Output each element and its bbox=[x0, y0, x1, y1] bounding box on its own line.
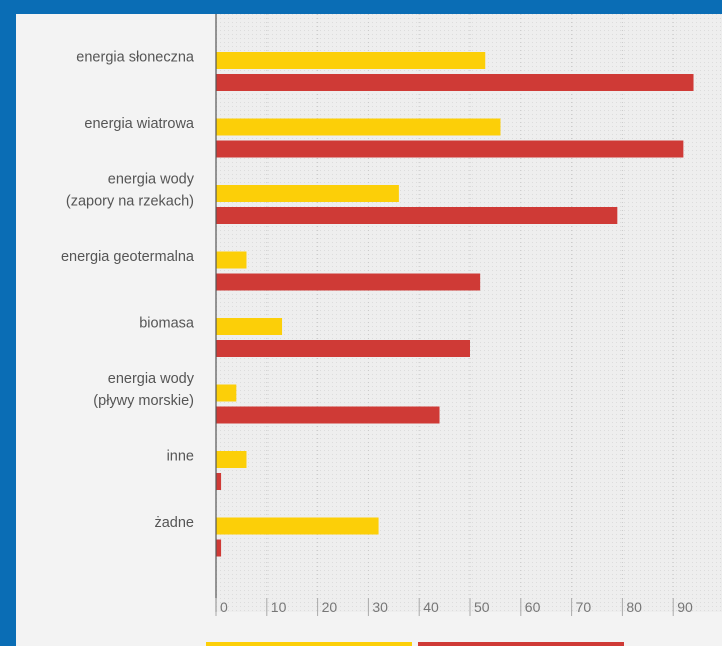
x-tick-label: 30 bbox=[372, 599, 388, 615]
bar-red-3 bbox=[216, 273, 481, 291]
category-label: inne bbox=[167, 449, 194, 465]
x-tick-label: 70 bbox=[576, 599, 592, 615]
bar-yellow-0 bbox=[216, 52, 486, 69]
legend-swatch-yellow bbox=[206, 642, 412, 646]
category-label: energia słoneczna bbox=[76, 50, 195, 66]
bar-yellow-1 bbox=[216, 118, 501, 136]
x-tick-label: 10 bbox=[271, 599, 287, 615]
bar-yellow-6 bbox=[216, 451, 247, 468]
plot-area bbox=[216, 14, 722, 612]
bar-yellow-3 bbox=[216, 251, 247, 269]
x-tick-label: 60 bbox=[525, 599, 541, 615]
bar-chart: energia słoneczna energia wiatrowa energia… bbox=[61, 14, 722, 646]
category-label: żadne bbox=[154, 515, 194, 531]
bar-yellow-2 bbox=[216, 185, 399, 202]
legend-swatch-red bbox=[418, 642, 624, 646]
bar-red-6 bbox=[216, 473, 222, 490]
bar-red-0 bbox=[216, 74, 694, 91]
bar-yellow-7 bbox=[216, 517, 379, 535]
category-label: (zapory na rzekach) bbox=[66, 194, 194, 210]
x-tick-labels: 0 10 20 30 40 50 60 70 80 90 bbox=[215, 598, 693, 616]
category-labels: energia słoneczna energia wiatrowa energia… bbox=[61, 50, 195, 532]
category-label: energia wody bbox=[108, 371, 195, 387]
bar-yellow-4 bbox=[216, 318, 283, 335]
x-tick-label: 90 bbox=[677, 599, 693, 615]
x-tick-label: 20 bbox=[322, 599, 338, 615]
category-label: energia wiatrowa bbox=[84, 116, 195, 132]
bar-red-5 bbox=[216, 406, 440, 424]
bar-red-4 bbox=[216, 340, 470, 357]
category-label: biomasa bbox=[139, 316, 195, 332]
bar-red-2 bbox=[216, 207, 618, 224]
bar-red-7 bbox=[216, 539, 222, 557]
bar-yellow-5 bbox=[216, 384, 237, 402]
bars-group bbox=[216, 52, 694, 557]
x-tick-label: 80 bbox=[626, 599, 642, 615]
x-tick-label: 50 bbox=[474, 599, 490, 615]
x-tick-label: 0 bbox=[220, 599, 228, 615]
x-tick-label: 40 bbox=[423, 599, 439, 615]
category-label: energia geotermalna bbox=[61, 249, 195, 265]
chart-panel: energia słoneczna energia wiatrowa energia… bbox=[16, 14, 722, 646]
category-label: energia wody bbox=[108, 172, 195, 188]
category-label: (pływy morskie) bbox=[93, 393, 194, 409]
legend bbox=[206, 642, 624, 646]
bar-red-1 bbox=[216, 140, 684, 158]
